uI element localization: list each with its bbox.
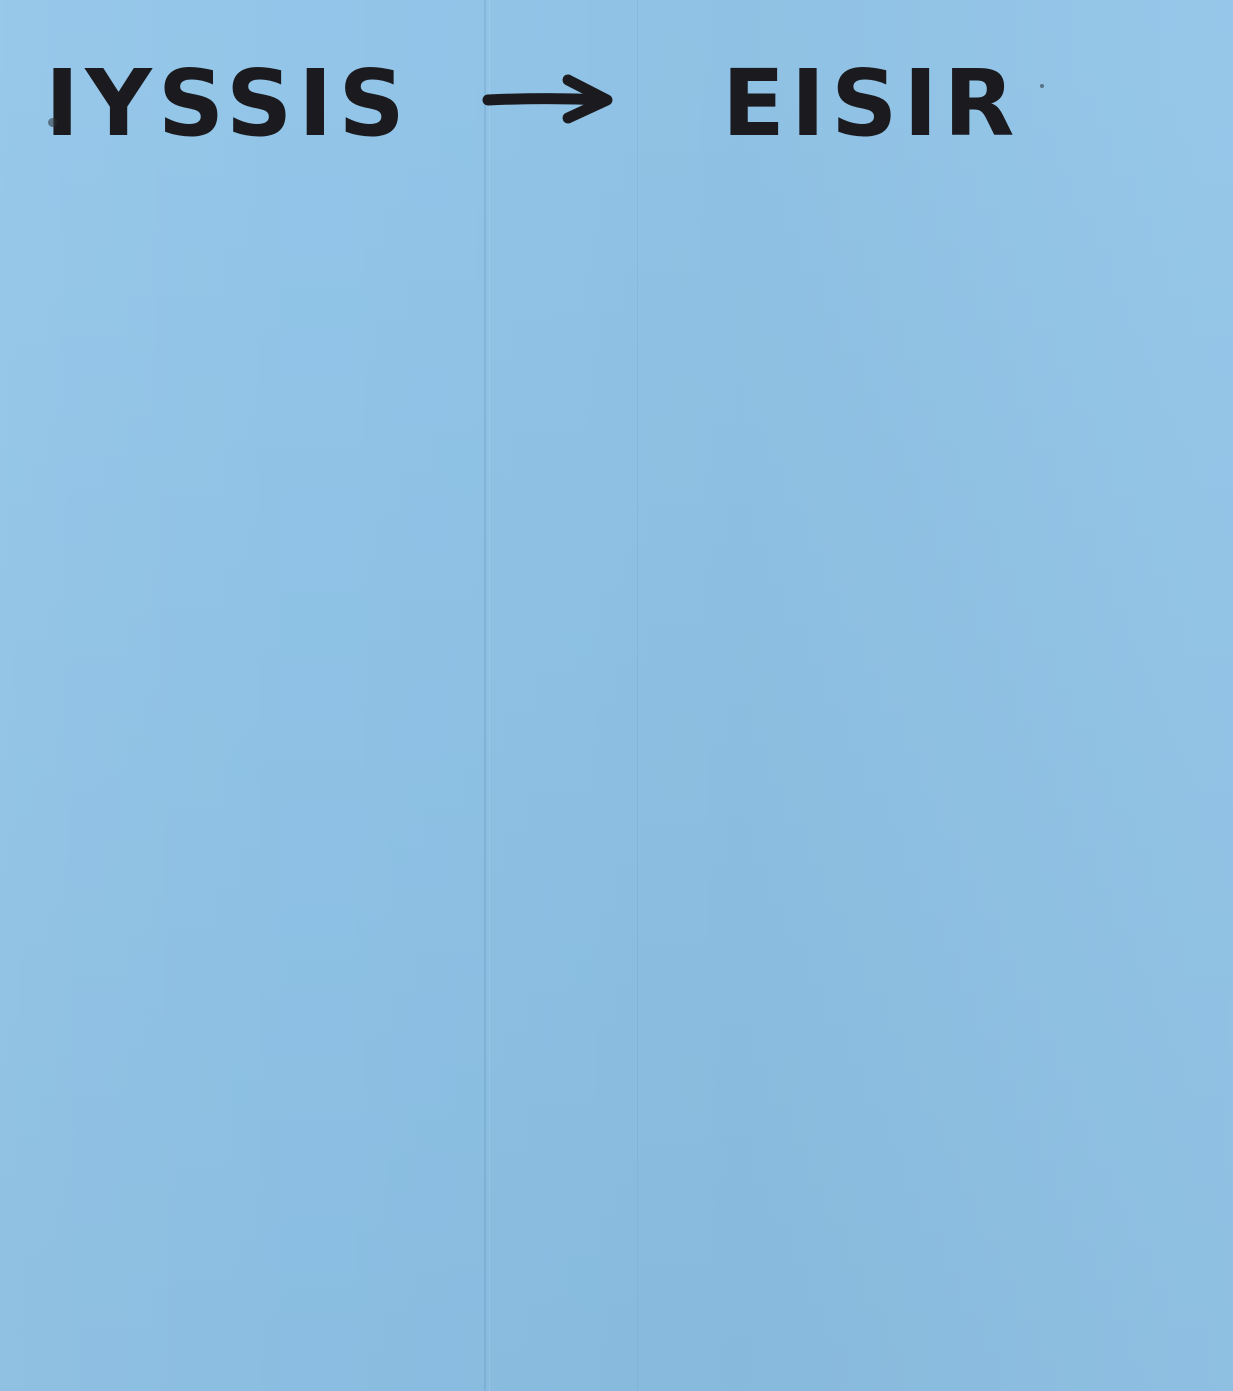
- card-crease-left: [484, 0, 486, 1391]
- card-crease-right: [637, 0, 638, 1391]
- ink-speck: [1040, 84, 1044, 88]
- left-handwritten-word: IYSSIS: [45, 50, 411, 157]
- handwritten-line: IYSSIS EISIR: [45, 50, 1020, 157]
- arrow-icon: [482, 74, 613, 124]
- card-crease-highlight: [489, 0, 490, 1391]
- ink-speck: [48, 118, 57, 127]
- right-handwritten-word: EISIR: [722, 50, 1020, 157]
